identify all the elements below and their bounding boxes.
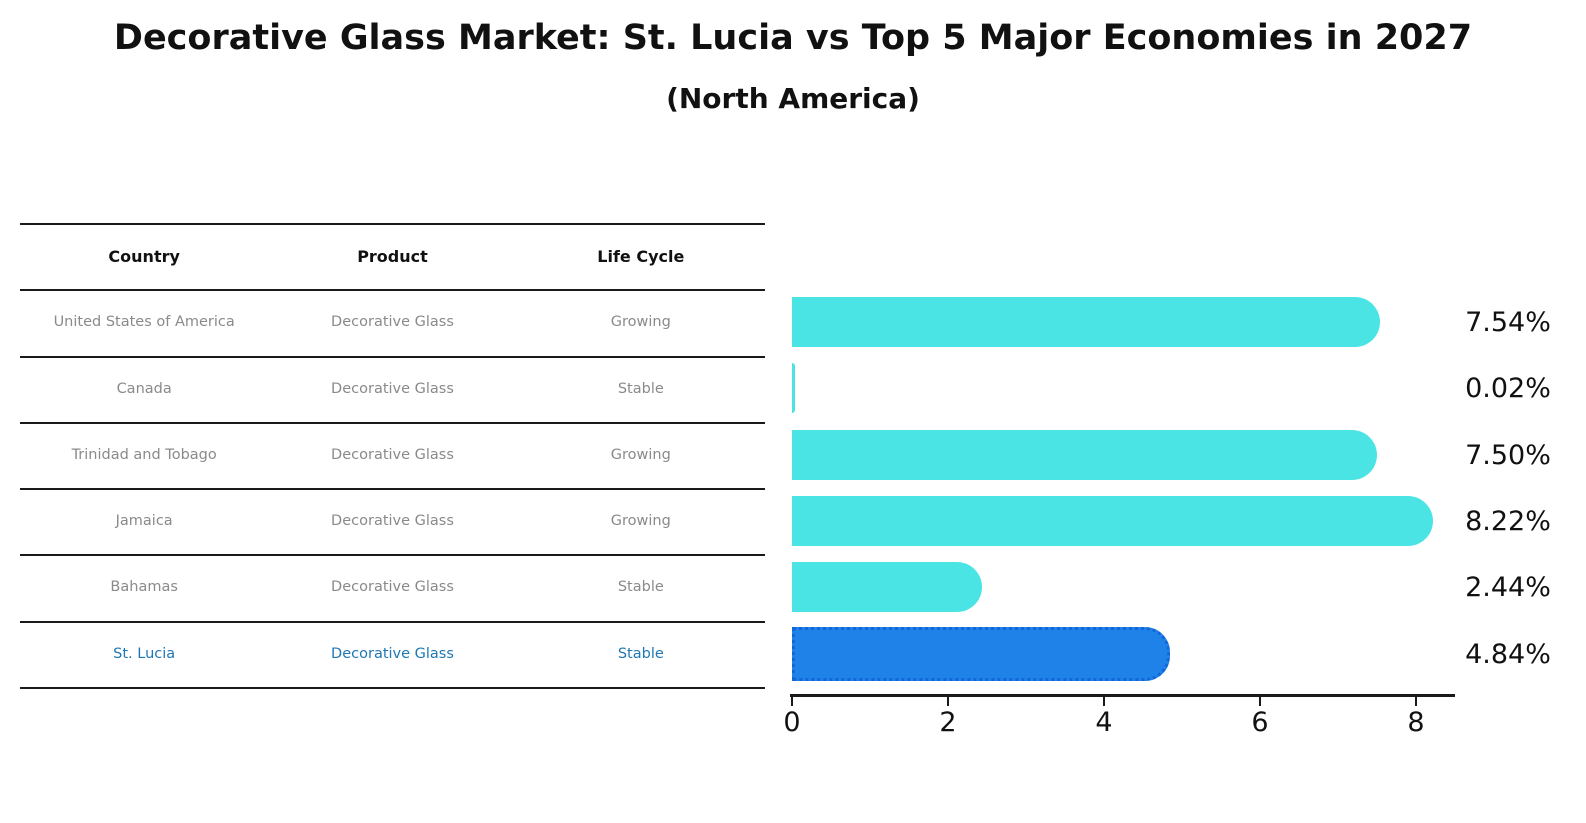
bar-bahamas xyxy=(792,562,983,612)
table-rule xyxy=(20,422,765,424)
table-row: Bahamas Decorative Glass Stable xyxy=(20,554,765,620)
value-label: 4.84% xyxy=(1465,638,1551,670)
life-cycle-cell: Growing xyxy=(610,513,671,529)
table-header-row: Country Product Life Cycle xyxy=(20,223,765,289)
x-axis-tick-label: 6 xyxy=(1251,707,1269,738)
bar-trinidad-and-tobago xyxy=(792,430,1377,480)
chart-title: Decorative Glass Market: St. Lucia vs To… xyxy=(113,18,1473,58)
table-row: Trinidad and Tobago Decorative Glass Gro… xyxy=(20,422,765,488)
country-cell: Bahamas xyxy=(110,579,178,595)
table-rule xyxy=(20,356,765,358)
table-rule xyxy=(20,621,765,623)
table-rule xyxy=(20,687,765,689)
value-label: 7.50% xyxy=(1465,439,1551,471)
table-row: Canada Decorative Glass Stable xyxy=(20,356,765,422)
table-rule xyxy=(20,554,765,556)
value-label: 7.54% xyxy=(1465,306,1551,338)
table-rule xyxy=(20,488,765,490)
country-cell: United States of America xyxy=(53,314,235,330)
table-row: United States of America Decorative Glas… xyxy=(20,289,765,355)
life-cycle-cell: Growing xyxy=(610,314,671,330)
column-header-country: Country xyxy=(108,246,180,266)
product-cell: Decorative Glass xyxy=(331,579,454,595)
country-cell: Jamaica xyxy=(115,513,173,529)
table-row-highlighted: St. Lucia Decorative Glass Stable xyxy=(20,621,765,687)
bar-st-lucia-highlighted xyxy=(792,627,1170,681)
x-axis-tick xyxy=(947,697,949,706)
table-rule xyxy=(20,289,765,291)
column-header-life-cycle: Life Cycle xyxy=(597,246,685,266)
x-axis-tick xyxy=(1259,697,1261,706)
table-rule xyxy=(20,223,765,225)
bar-canada xyxy=(792,363,795,413)
country-cell: St. Lucia xyxy=(113,646,176,662)
life-cycle-cell: Stable xyxy=(617,381,664,397)
x-axis-tick xyxy=(791,697,793,706)
country-cell: Canada xyxy=(116,381,172,397)
product-cell: Decorative Glass xyxy=(331,381,454,397)
bar-jamaica xyxy=(792,496,1434,546)
column-header-product: Product xyxy=(357,246,428,266)
life-cycle-cell: Stable xyxy=(617,579,664,595)
product-cell: Decorative Glass xyxy=(331,447,454,463)
x-axis-line xyxy=(790,694,1455,697)
bar-united-states xyxy=(792,297,1381,347)
x-axis-tick-label: 8 xyxy=(1407,707,1425,738)
product-cell: Decorative Glass xyxy=(331,513,454,529)
value-label: 8.22% xyxy=(1465,505,1551,537)
life-cycle-cell: Growing xyxy=(610,447,671,463)
x-axis-tick-label: 2 xyxy=(939,707,957,738)
value-label: 2.44% xyxy=(1465,571,1551,603)
value-label: 0.02% xyxy=(1465,372,1551,404)
country-cell: Trinidad and Tobago xyxy=(71,447,217,463)
x-axis-tick xyxy=(1103,697,1105,706)
x-axis-tick-label: 4 xyxy=(1095,707,1113,738)
life-cycle-cell: Stable xyxy=(617,646,664,662)
product-cell: Decorative Glass xyxy=(331,646,454,662)
x-axis-tick-label: 0 xyxy=(783,707,801,738)
x-axis-tick xyxy=(1415,697,1417,706)
product-cell: Decorative Glass xyxy=(331,314,454,330)
table-row: Jamaica Decorative Glass Growing xyxy=(20,488,765,554)
chart-subtitle: (North America) xyxy=(666,82,920,115)
